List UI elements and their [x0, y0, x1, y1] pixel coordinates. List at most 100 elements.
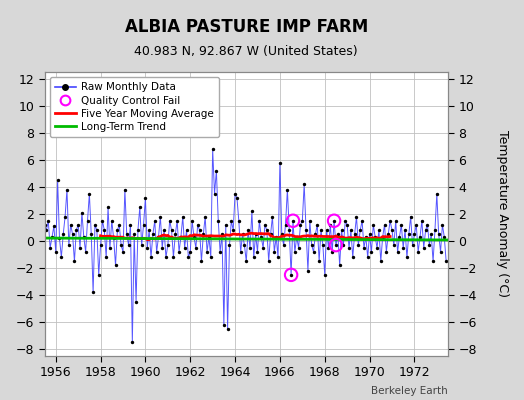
Point [158, 245, 167, 251]
Point [70, 258, 79, 264]
Point [442, 258, 450, 264]
Point [351, 231, 359, 238]
Point [407, 214, 415, 220]
Point [56, 235, 64, 242]
Point [384, 231, 392, 238]
Point [367, 249, 376, 255]
Text: Berkeley Earth: Berkeley Earth [372, 386, 448, 396]
Point [362, 234, 370, 240]
Point [289, 218, 297, 224]
Point [440, 234, 449, 240]
Point [166, 218, 174, 224]
Point [212, 168, 221, 174]
Point [373, 245, 381, 251]
Point [248, 208, 256, 214]
Point [289, 218, 297, 224]
Point [67, 222, 75, 228]
Point [279, 242, 288, 248]
Point [223, 326, 232, 332]
Point [399, 245, 407, 251]
Point [395, 234, 403, 240]
Point [287, 272, 296, 278]
Point [111, 262, 119, 268]
Point [147, 254, 155, 260]
Point [240, 242, 248, 248]
Point [141, 194, 149, 201]
Point [425, 242, 433, 248]
Point [272, 234, 280, 240]
Point [236, 249, 245, 255]
Text: ALBIA PASTURE IMP FARM: ALBIA PASTURE IMP FARM [125, 18, 368, 36]
Point [386, 218, 394, 224]
Point [391, 218, 400, 224]
Point [100, 227, 108, 234]
Point [222, 222, 230, 228]
Text: 40.983 N, 92.867 W (United States): 40.983 N, 92.867 W (United States) [135, 45, 358, 58]
Point [229, 227, 237, 234]
Point [319, 242, 327, 248]
Point [360, 245, 368, 251]
Point [423, 222, 432, 228]
Point [169, 254, 178, 260]
Point [201, 214, 210, 220]
Point [214, 218, 223, 224]
Point [156, 214, 165, 220]
Point [167, 227, 176, 234]
Point [390, 242, 398, 248]
Point [309, 249, 318, 255]
Point [173, 218, 181, 224]
Point [68, 231, 77, 238]
Point [427, 231, 435, 238]
Point [313, 222, 321, 228]
Point [139, 222, 148, 228]
Point [218, 231, 226, 238]
Point [403, 254, 411, 260]
Point [356, 227, 364, 234]
Point [343, 222, 352, 228]
Point [358, 218, 366, 224]
Point [162, 254, 170, 260]
Point [317, 227, 325, 234]
Point [388, 227, 396, 234]
Point [436, 249, 445, 255]
Point [89, 289, 97, 296]
Point [94, 272, 103, 278]
Point [193, 222, 202, 228]
Point [328, 249, 336, 255]
Point [104, 204, 112, 210]
Point [192, 245, 200, 251]
Point [434, 231, 443, 238]
Point [149, 231, 157, 238]
Point [117, 242, 125, 248]
Point [281, 222, 290, 228]
Point [339, 242, 347, 248]
Point [206, 254, 215, 260]
Point [287, 272, 296, 278]
Point [132, 299, 140, 305]
Point [51, 249, 60, 255]
Point [348, 254, 357, 260]
Point [322, 227, 331, 234]
Point [324, 245, 333, 251]
Point [235, 218, 243, 224]
Point [93, 227, 101, 234]
Point [401, 227, 409, 234]
Point [64, 242, 73, 248]
Point [378, 234, 387, 240]
Point [421, 227, 430, 234]
Point [380, 222, 389, 228]
Point [249, 254, 258, 260]
Point [255, 218, 264, 224]
Point [130, 231, 138, 238]
Point [53, 177, 62, 183]
Point [412, 222, 420, 228]
Point [375, 227, 383, 234]
Point [369, 222, 377, 228]
Point [87, 231, 95, 238]
Point [46, 245, 54, 251]
Point [285, 227, 293, 234]
Point [438, 222, 446, 228]
Point [210, 190, 219, 197]
Point [244, 227, 253, 234]
Point [126, 222, 135, 228]
